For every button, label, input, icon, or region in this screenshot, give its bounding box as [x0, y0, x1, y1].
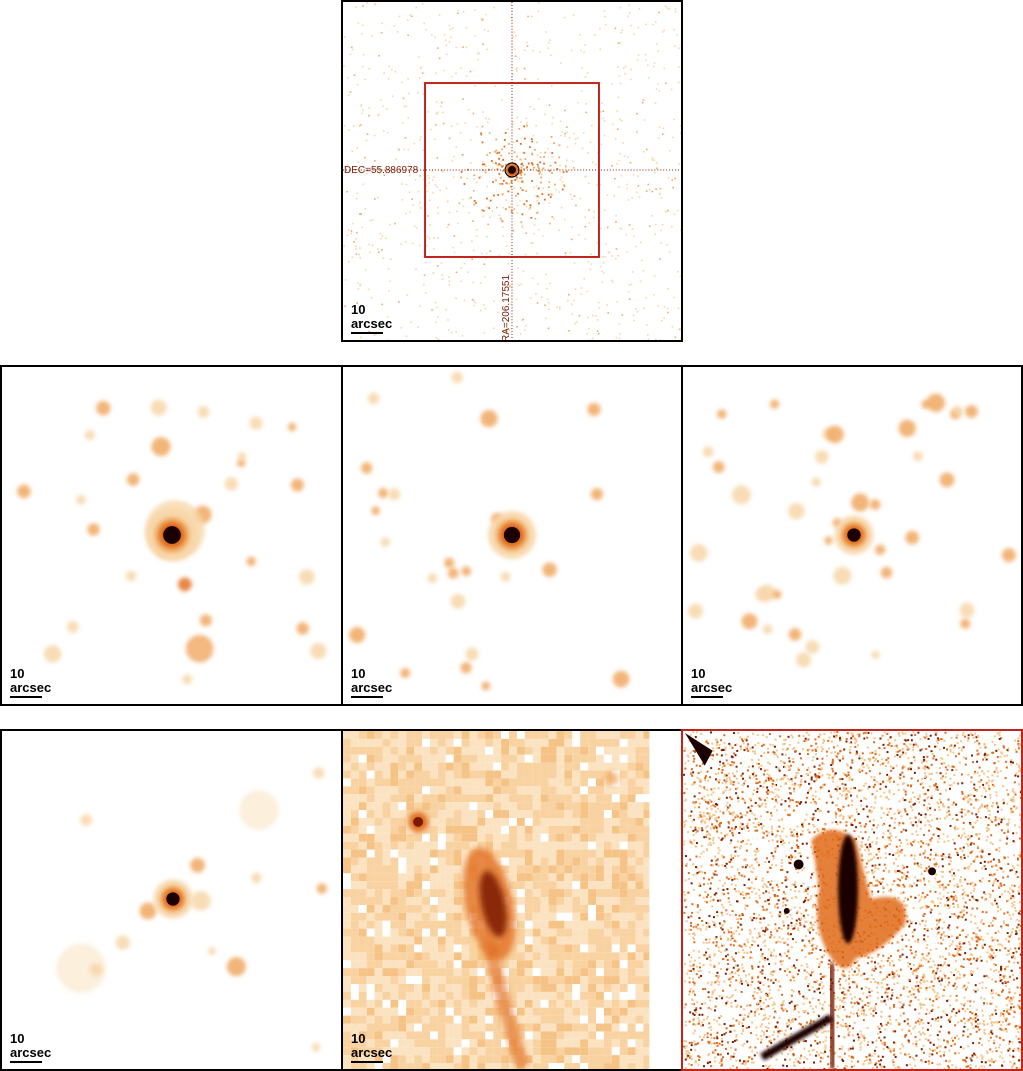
bottom-panel-2: 10 arcsec: [341, 729, 683, 1071]
middle-image-1: [17, 399, 327, 685]
bottom-image-3: [683, 731, 1021, 1069]
middle-image-2: [349, 371, 630, 691]
bottom-panel-1: 10 arcsec: [0, 729, 343, 1071]
middle-panel-2: 10 arcsec: [341, 365, 683, 706]
scale-bar: 10 arcsec: [351, 1031, 393, 1063]
bottom-image-2: [343, 731, 681, 1069]
scale-bar-line: [351, 696, 383, 698]
scale-bar: 10 arcsec: [691, 666, 733, 698]
scale-bar: 10 arcsec: [10, 1031, 52, 1063]
scale-bar-line: [351, 1061, 383, 1063]
middle-panel-1: 10 arcsec: [0, 365, 343, 706]
bottom-panel-3: [681, 729, 1023, 1071]
middle-panel-3: 10 arcsec: [681, 365, 1023, 706]
scale-bar-label: 10 arcsec: [10, 1031, 52, 1060]
bottom-image-1: [56, 767, 328, 1052]
dec-label: DEC=55.886978: [344, 165, 419, 176]
top-overview-image: [343, 2, 681, 340]
scale-bar-line: [10, 696, 42, 698]
ra-label: RA=206.17551: [501, 274, 512, 342]
scale-bar-label: 10 arcsec: [10, 666, 52, 695]
scale-bar-line: [351, 332, 383, 334]
scale-bar-label: 10 arcsec: [691, 666, 733, 695]
middle-image-3: [687, 393, 1016, 668]
scale-bar-line: [691, 696, 723, 698]
scale-bar: 10 arcsec: [351, 302, 393, 334]
scale-bar: 10 arcsec: [10, 666, 52, 698]
scale-bar-line: [10, 1061, 42, 1063]
top-overview-panel: DEC=55.886978 RA=206.17551 10 arcsec: [341, 0, 683, 342]
scale-bar-label: 10 arcsec: [351, 1031, 393, 1060]
scale-bar-label: 10 arcsec: [351, 302, 393, 331]
scale-bar: 10 arcsec: [351, 666, 393, 698]
scale-bar-label: 10 arcsec: [351, 666, 393, 695]
